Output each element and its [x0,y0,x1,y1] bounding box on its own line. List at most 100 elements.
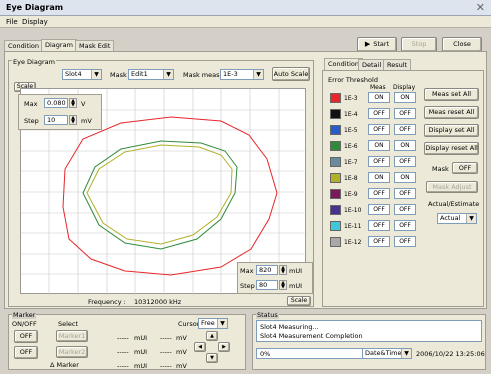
x-step-unit: mUI [289,282,303,290]
eye-diagram-group-label: Eye Diagram [12,58,56,66]
mask-value: Edit1 [131,70,148,78]
threshold-display-toggle[interactable]: OFF [394,220,416,231]
marker2-onoff-button[interactable]: OFF [14,346,38,359]
threshold-meas-toggle[interactable]: OFF [368,220,390,231]
threshold-row: 1E-7 OFF OFF [330,156,420,168]
readout-4-unit: mV [176,348,187,356]
play-icon: ▶ [364,40,371,48]
cursor-left-button[interactable]: ◀ [194,342,206,352]
y-step-spinner-icon[interactable]: ▲ ▼ [69,115,77,125]
threshold-display-toggle[interactable]: OFF [394,124,416,135]
menu-file[interactable]: File [6,18,18,26]
x-step-label: Step [240,282,255,290]
auto-scale-button[interactable]: Auto Scale [272,67,310,81]
threshold-label: 1E-7 [344,159,358,166]
x-max-unit: mUI [289,267,303,275]
chevron-down-icon: ▼ [217,319,227,328]
meas-reset-all-button[interactable]: Meas reset All [424,106,479,119]
chevron-down-icon: ▼ [91,70,101,79]
tab-right-result[interactable]: Result [383,59,412,70]
y-step-unit: mV [81,117,92,125]
meas-header: Meas [370,84,386,91]
threshold-meas-toggle[interactable]: OFF [368,188,390,199]
x-max-input[interactable]: 820 [256,265,278,275]
threshold-meas-toggle[interactable]: ON [368,92,390,103]
threshold-display-toggle[interactable]: ON [394,172,416,183]
threshold-row: 1E-3 ON ON [330,92,420,104]
threshold-color-swatch [330,221,341,231]
x-step-input[interactable]: 80 [256,280,278,290]
threshold-row: 1E-9 OFF OFF [330,188,420,200]
x-step-spinner-icon[interactable]: ▲ ▼ [279,280,287,290]
tab-right-detail[interactable]: Detail [358,59,386,70]
readout-6-unit: mV [176,362,187,370]
threshold-meas-toggle[interactable]: ON [368,172,390,183]
datetime-value: 2006/10/22 13:25:06 [416,350,485,358]
marker1-select-button[interactable]: Marker1 [56,330,88,342]
threshold-row: 1E-12 OFF OFF [330,236,420,248]
cursor-select[interactable]: Free ▼ [198,318,228,329]
x-max-spinner-icon[interactable]: ▲ ▼ [279,265,287,275]
y-max-spinner-icon[interactable]: ▲ ▼ [69,98,77,108]
menu-display[interactable]: Display [22,18,48,26]
cursor-down-button[interactable]: ▼ [206,353,218,363]
meas-set-all-button[interactable]: Meas set All [424,88,479,101]
mask-toggle-button[interactable]: OFF [452,162,478,174]
start-label: Start [373,40,390,49]
threshold-display-toggle[interactable]: OFF [394,156,416,167]
readout-1-unit: mUI [134,334,148,342]
threshold-display-toggle[interactable]: OFF [394,204,416,215]
y-max-label: Max [24,100,38,108]
threshold-row: 1E-10 OFF OFF [330,204,420,216]
y-step-input[interactable]: 10 [44,115,68,125]
start-button[interactable]: ▶ Start [357,37,397,52]
tab-condition[interactable]: Condition [4,40,44,51]
slot-select[interactable]: Slot4 ▼ [62,69,102,80]
arrow-down-icon: ▼ [210,354,214,361]
readout-5-unit: mUI [134,362,148,370]
x-scale-button[interactable]: Scale [287,296,311,306]
onoff-label: ON/OFF [12,320,37,328]
threshold-display-toggle[interactable]: OFF [394,236,416,247]
threshold-display-toggle[interactable]: ON [394,140,416,151]
datetime-select[interactable]: Date&Time ▼ [362,348,412,359]
y-max-input[interactable]: 0.080 [44,98,68,108]
threshold-row: 1E-4 OFF OFF [330,108,420,120]
mask-select[interactable]: Edit1 ▼ [128,69,174,80]
threshold-row: 1E-5 OFF OFF [330,124,420,136]
mask-meas-select[interactable]: 1E-3 ▼ [220,69,264,80]
datetime-label: Date&Time [365,349,402,357]
threshold-color-swatch [330,157,341,167]
threshold-meas-toggle[interactable]: ON [368,140,390,151]
frequency-label: Frequency : [88,298,126,306]
stop-button[interactable]: Stop [401,37,437,52]
window-title: Eye Diagram [6,3,64,12]
actual-estimate-select[interactable]: Actual ▼ [437,213,477,224]
tab-diagram[interactable]: Diagram [41,39,77,51]
threshold-display-toggle[interactable]: ON [394,92,416,103]
threshold-meas-toggle[interactable]: OFF [368,156,390,167]
threshold-label: 1E-10 [344,207,362,214]
close-window-icon[interactable]: ✕ [475,1,485,14]
threshold-display-toggle[interactable]: OFF [394,108,416,119]
mask-adjust-button[interactable]: Mask Adjust [426,181,478,193]
display-header: Display [393,84,416,91]
threshold-meas-toggle[interactable]: OFF [368,124,390,135]
marker2-select-button[interactable]: Marker2 [56,346,88,358]
mask-toggle-label: Mask [432,165,449,173]
tab-mask-edit[interactable]: Mask Edit [75,40,115,51]
display-reset-all-button[interactable]: Display reset All [424,142,479,155]
marker1-onoff-button[interactable]: OFF [14,330,38,343]
close-button[interactable]: Close [442,37,482,52]
cursor-up-button[interactable]: ▲ [206,331,218,341]
threshold-meas-toggle[interactable]: OFF [368,204,390,215]
threshold-meas-toggle[interactable]: OFF [368,236,390,247]
arrow-right-icon: ▶ [222,343,226,350]
threshold-color-swatch [330,125,341,135]
threshold-color-swatch [330,93,341,103]
marker-group-label: Marker [12,311,37,319]
display-set-all-button[interactable]: Display set All [424,124,479,137]
threshold-display-toggle[interactable]: OFF [394,188,416,199]
cursor-right-button[interactable]: ▶ [218,342,230,352]
threshold-meas-toggle[interactable]: OFF [368,108,390,119]
